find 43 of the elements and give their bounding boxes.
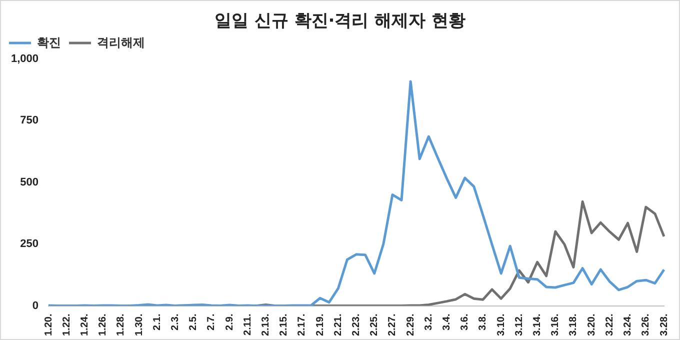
x-tick-label: 3.28. [658,314,670,336]
x-tick-label: 3.8. [478,314,489,330]
x-tick-label: 3.24. [622,314,634,336]
x-tick-label: 1.20. [43,314,54,336]
x-tick-label: 2.29. [405,314,416,336]
x-tick-label: 2.9. [224,314,236,330]
x-tick-label: 3.6. [460,314,471,330]
x-tick-label: 1.28. [116,314,127,336]
x-tick-label: 3.26. [640,314,652,336]
y-tick-label: 1,000 [10,53,39,66]
x-tick-label: 1.22. [61,314,72,336]
x-tick-label: 2.23. [351,314,362,336]
x-tick-label: 1.30. [134,314,145,336]
x-tick-label: 3.20. [586,314,598,336]
x-tick-label: 3.22. [604,314,616,336]
x-tick-label: 2.5. [188,314,200,330]
x-tick-label: 3.14. [532,314,544,336]
y-tick-label: 750 [20,114,39,127]
x-tick-label: 2.7. [206,314,218,330]
x-tick-label: 3.18. [568,314,580,336]
x-tick-label: 3.4. [442,314,453,330]
x-tick-label: 3.10. [496,314,507,336]
x-tick-label: 1.26. [98,314,109,336]
legend-label: 격리해제 [97,35,145,50]
x-tick-label: 2.1. [152,314,163,330]
x-tick-label: 2.19. [314,314,326,336]
x-tick-label: 3.16. [550,314,562,336]
legend-label: 확진 [37,35,61,50]
x-tick-label: 2.3. [170,314,181,330]
x-tick-label: 1.24. [79,314,90,336]
x-tick-label: 2.21. [332,314,344,336]
x-tick-label: 2.15. [278,314,290,336]
x-tick-label: 2.11. [242,314,254,336]
x-tick-label: 2.27. [387,314,398,336]
x-tick-label: 2.17. [296,314,308,336]
x-tick-label: 3.12. [514,314,525,336]
y-tick-label: 0 [32,300,39,312]
x-tick-label: 3.2. [423,314,434,330]
y-tick-label: 500 [20,176,39,188]
y-tick-label: 250 [20,238,39,250]
x-tick-label: 2.25. [369,314,380,336]
chart-title: 일일 신규 확진·격리 해제자 현황 [213,10,467,32]
x-tick-label: 2.13. [260,314,272,336]
